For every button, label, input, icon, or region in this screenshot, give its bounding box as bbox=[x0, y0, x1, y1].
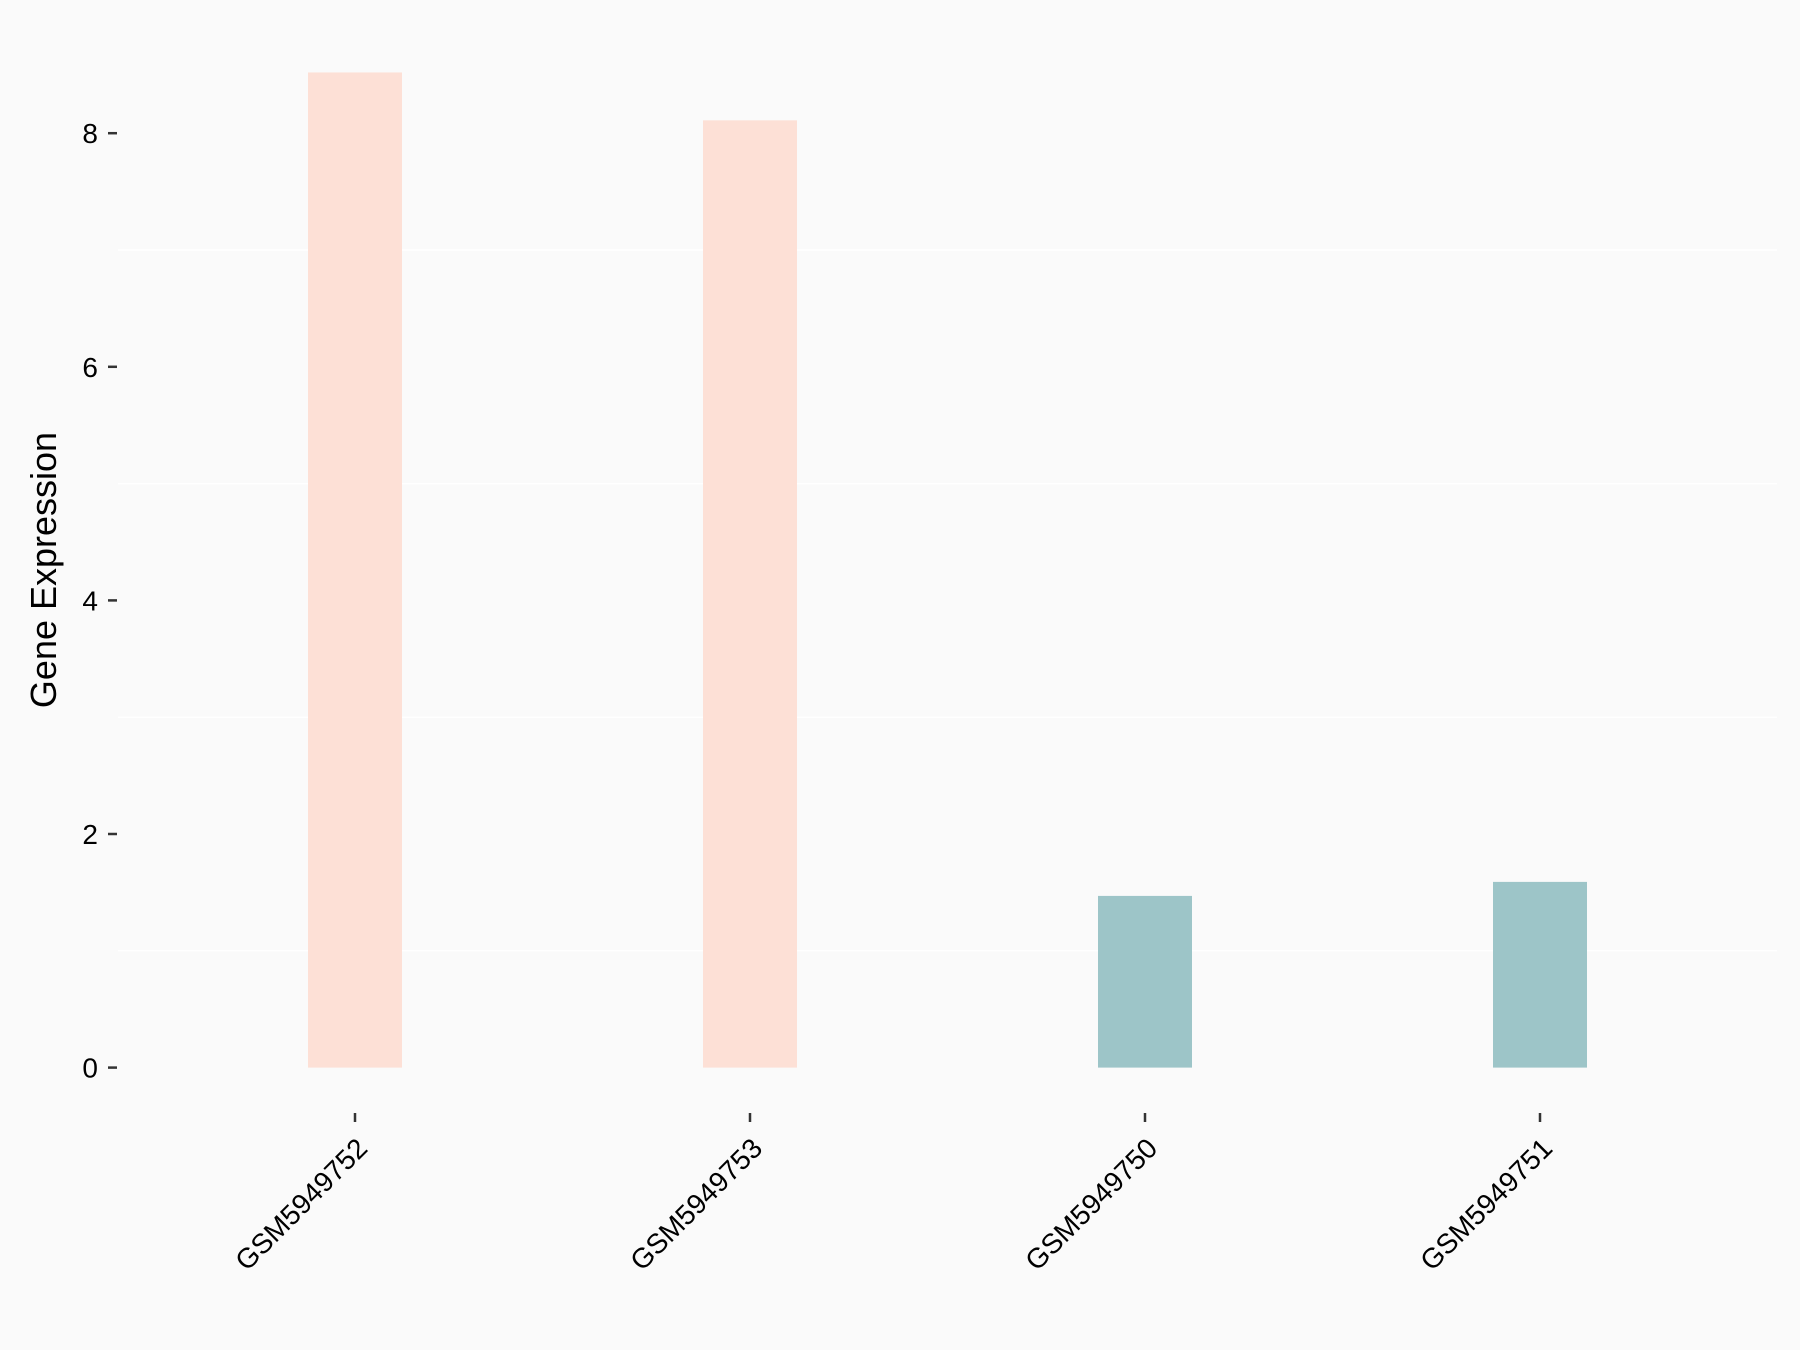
bars bbox=[308, 72, 1587, 1068]
x-tick-label: GSM5949750 bbox=[1019, 1132, 1163, 1276]
x-tick-label: GSM5949751 bbox=[1414, 1132, 1558, 1276]
bar-GSM5949751 bbox=[1493, 881, 1587, 1068]
y-tick-label: 8 bbox=[82, 118, 98, 149]
bar-GSM5949750 bbox=[1098, 895, 1192, 1068]
y-axis: 0 2 4 6 8 bbox=[82, 118, 117, 1084]
y-axis-label: Gene Expression bbox=[23, 432, 64, 708]
y-tick-label: 6 bbox=[82, 352, 98, 383]
y-tick-label: 0 bbox=[82, 1053, 98, 1084]
y-tick-label: 4 bbox=[82, 585, 98, 616]
x-tick-label: GSM5949753 bbox=[624, 1132, 768, 1276]
bar-GSM5949753 bbox=[703, 120, 797, 1068]
x-axis: GSM5949752 GSM5949753 GSM5949750 GSM5949751 bbox=[229, 1113, 1558, 1276]
x-tick-label: GSM5949752 bbox=[229, 1132, 373, 1276]
y-tick-label: 2 bbox=[82, 819, 98, 850]
bar-GSM5949752 bbox=[308, 72, 402, 1068]
